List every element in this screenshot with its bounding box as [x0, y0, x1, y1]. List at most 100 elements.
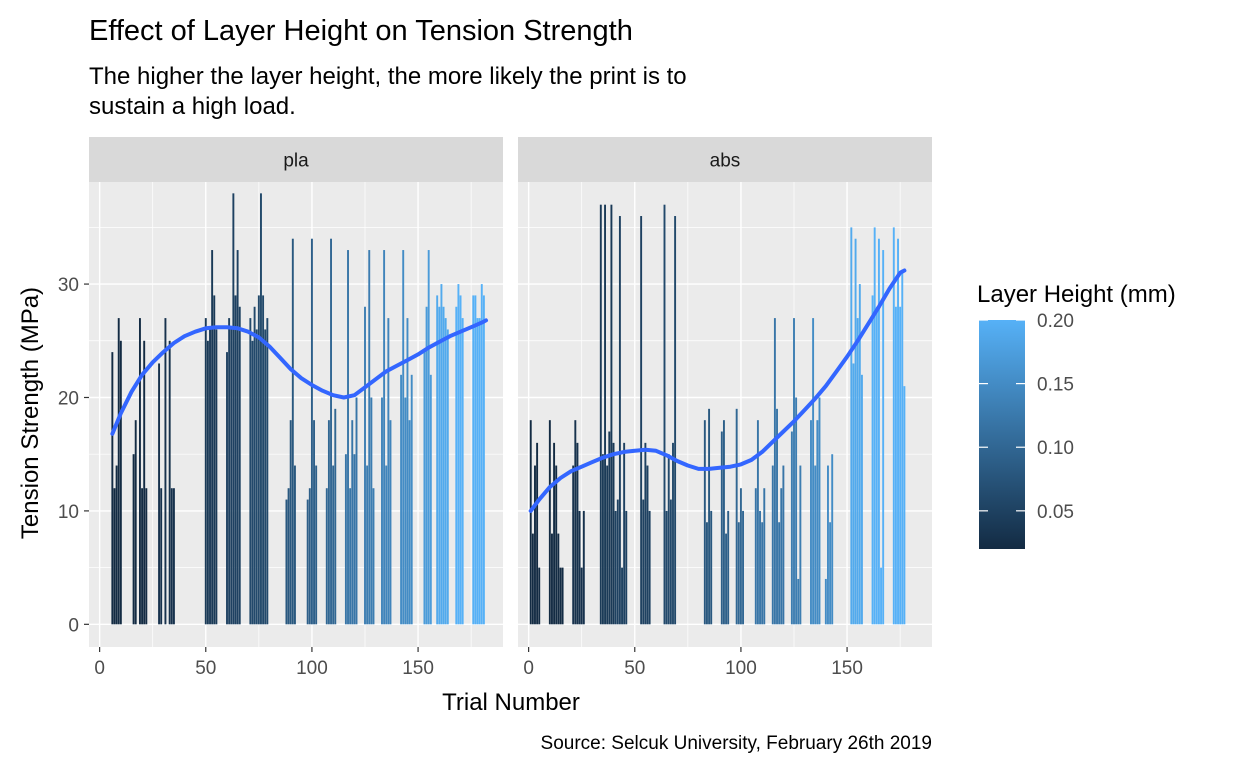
bar	[799, 465, 802, 625]
bar	[168, 340, 171, 625]
bar	[737, 522, 740, 625]
x-tick-label: 0	[94, 658, 105, 679]
bar	[119, 340, 122, 625]
bar	[287, 488, 290, 625]
bar	[618, 216, 621, 625]
bar	[211, 250, 214, 625]
bar	[903, 386, 906, 625]
bar	[480, 284, 483, 625]
bar	[875, 306, 878, 625]
y-axis-title: Tension Strength (MPa)	[17, 287, 44, 539]
bar	[623, 442, 626, 625]
bar	[640, 216, 643, 625]
bar	[561, 567, 564, 625]
bar	[251, 340, 254, 625]
x-axis-title: Trial Number	[442, 689, 580, 716]
smooth-trend-line	[110, 318, 488, 436]
bar	[529, 420, 532, 625]
bar	[141, 488, 144, 625]
bar	[474, 295, 477, 625]
bar	[616, 499, 619, 625]
bar	[117, 318, 120, 625]
panel-background	[89, 182, 503, 647]
x-tick-label: 100	[725, 658, 757, 679]
bar	[315, 465, 318, 625]
bar	[850, 227, 853, 625]
bar	[574, 420, 577, 625]
bar	[234, 295, 237, 625]
bar	[204, 318, 207, 625]
bar	[782, 465, 785, 625]
bar	[860, 374, 863, 625]
bar	[856, 318, 859, 625]
chart-title: Effect of Layer Height on Tension Streng…	[89, 15, 633, 47]
bar	[578, 510, 581, 625]
bar	[164, 318, 167, 625]
bar	[425, 306, 428, 625]
bar	[228, 318, 231, 625]
legend-tick-label: 0.10	[1037, 438, 1074, 459]
bar	[897, 238, 899, 625]
bar	[344, 454, 347, 625]
bar	[111, 352, 114, 625]
bar	[644, 442, 647, 625]
bar	[440, 284, 443, 625]
bar	[442, 306, 445, 625]
bar	[472, 295, 475, 625]
bar	[722, 420, 725, 625]
bar	[882, 250, 885, 625]
bar	[727, 510, 730, 625]
bar	[408, 420, 411, 625]
bar	[531, 533, 534, 625]
bar	[759, 510, 761, 625]
bar	[780, 488, 783, 625]
bar	[355, 397, 358, 625]
bar	[614, 510, 617, 625]
bar	[708, 408, 711, 625]
bar	[756, 420, 759, 625]
bar	[831, 454, 834, 625]
bar	[113, 488, 116, 625]
x-tick-label: 0	[523, 658, 534, 679]
bar	[776, 408, 778, 625]
bar	[538, 567, 541, 625]
bar	[438, 306, 441, 625]
bar	[459, 295, 462, 625]
y-tick-label: 0	[68, 615, 79, 636]
bar	[894, 306, 897, 625]
bar	[209, 329, 211, 625]
bar	[158, 363, 161, 625]
bar	[899, 306, 902, 625]
bar	[557, 533, 560, 625]
bar	[372, 488, 375, 625]
bar	[230, 329, 233, 625]
bar	[625, 510, 628, 625]
bar	[232, 193, 235, 625]
bar	[548, 420, 551, 625]
bar	[327, 420, 330, 625]
bar	[873, 227, 876, 625]
bar	[797, 578, 800, 625]
bar	[572, 465, 575, 625]
bar	[773, 318, 776, 625]
bar	[289, 420, 292, 625]
chart-caption: Source: Selcuk University, February 26th…	[541, 733, 932, 754]
bar	[536, 442, 539, 625]
bar	[476, 318, 479, 625]
bar	[347, 250, 349, 625]
bar	[818, 397, 821, 625]
bar	[332, 465, 335, 625]
x-tick-label: 150	[831, 658, 863, 679]
chart-subtitle-line-1: The higher the layer height, the more li…	[89, 63, 687, 90]
smooth-trend-line	[528, 268, 907, 513]
bar	[742, 510, 745, 625]
bar	[739, 488, 742, 625]
bar	[262, 295, 265, 625]
facet-panel-abs: abs 0 50 100 150	[518, 137, 932, 679]
bar	[608, 431, 611, 625]
bar	[816, 420, 819, 625]
bar	[871, 295, 874, 625]
x-tick-label: 100	[296, 658, 328, 679]
bar	[383, 250, 386, 625]
bar	[457, 284, 460, 625]
